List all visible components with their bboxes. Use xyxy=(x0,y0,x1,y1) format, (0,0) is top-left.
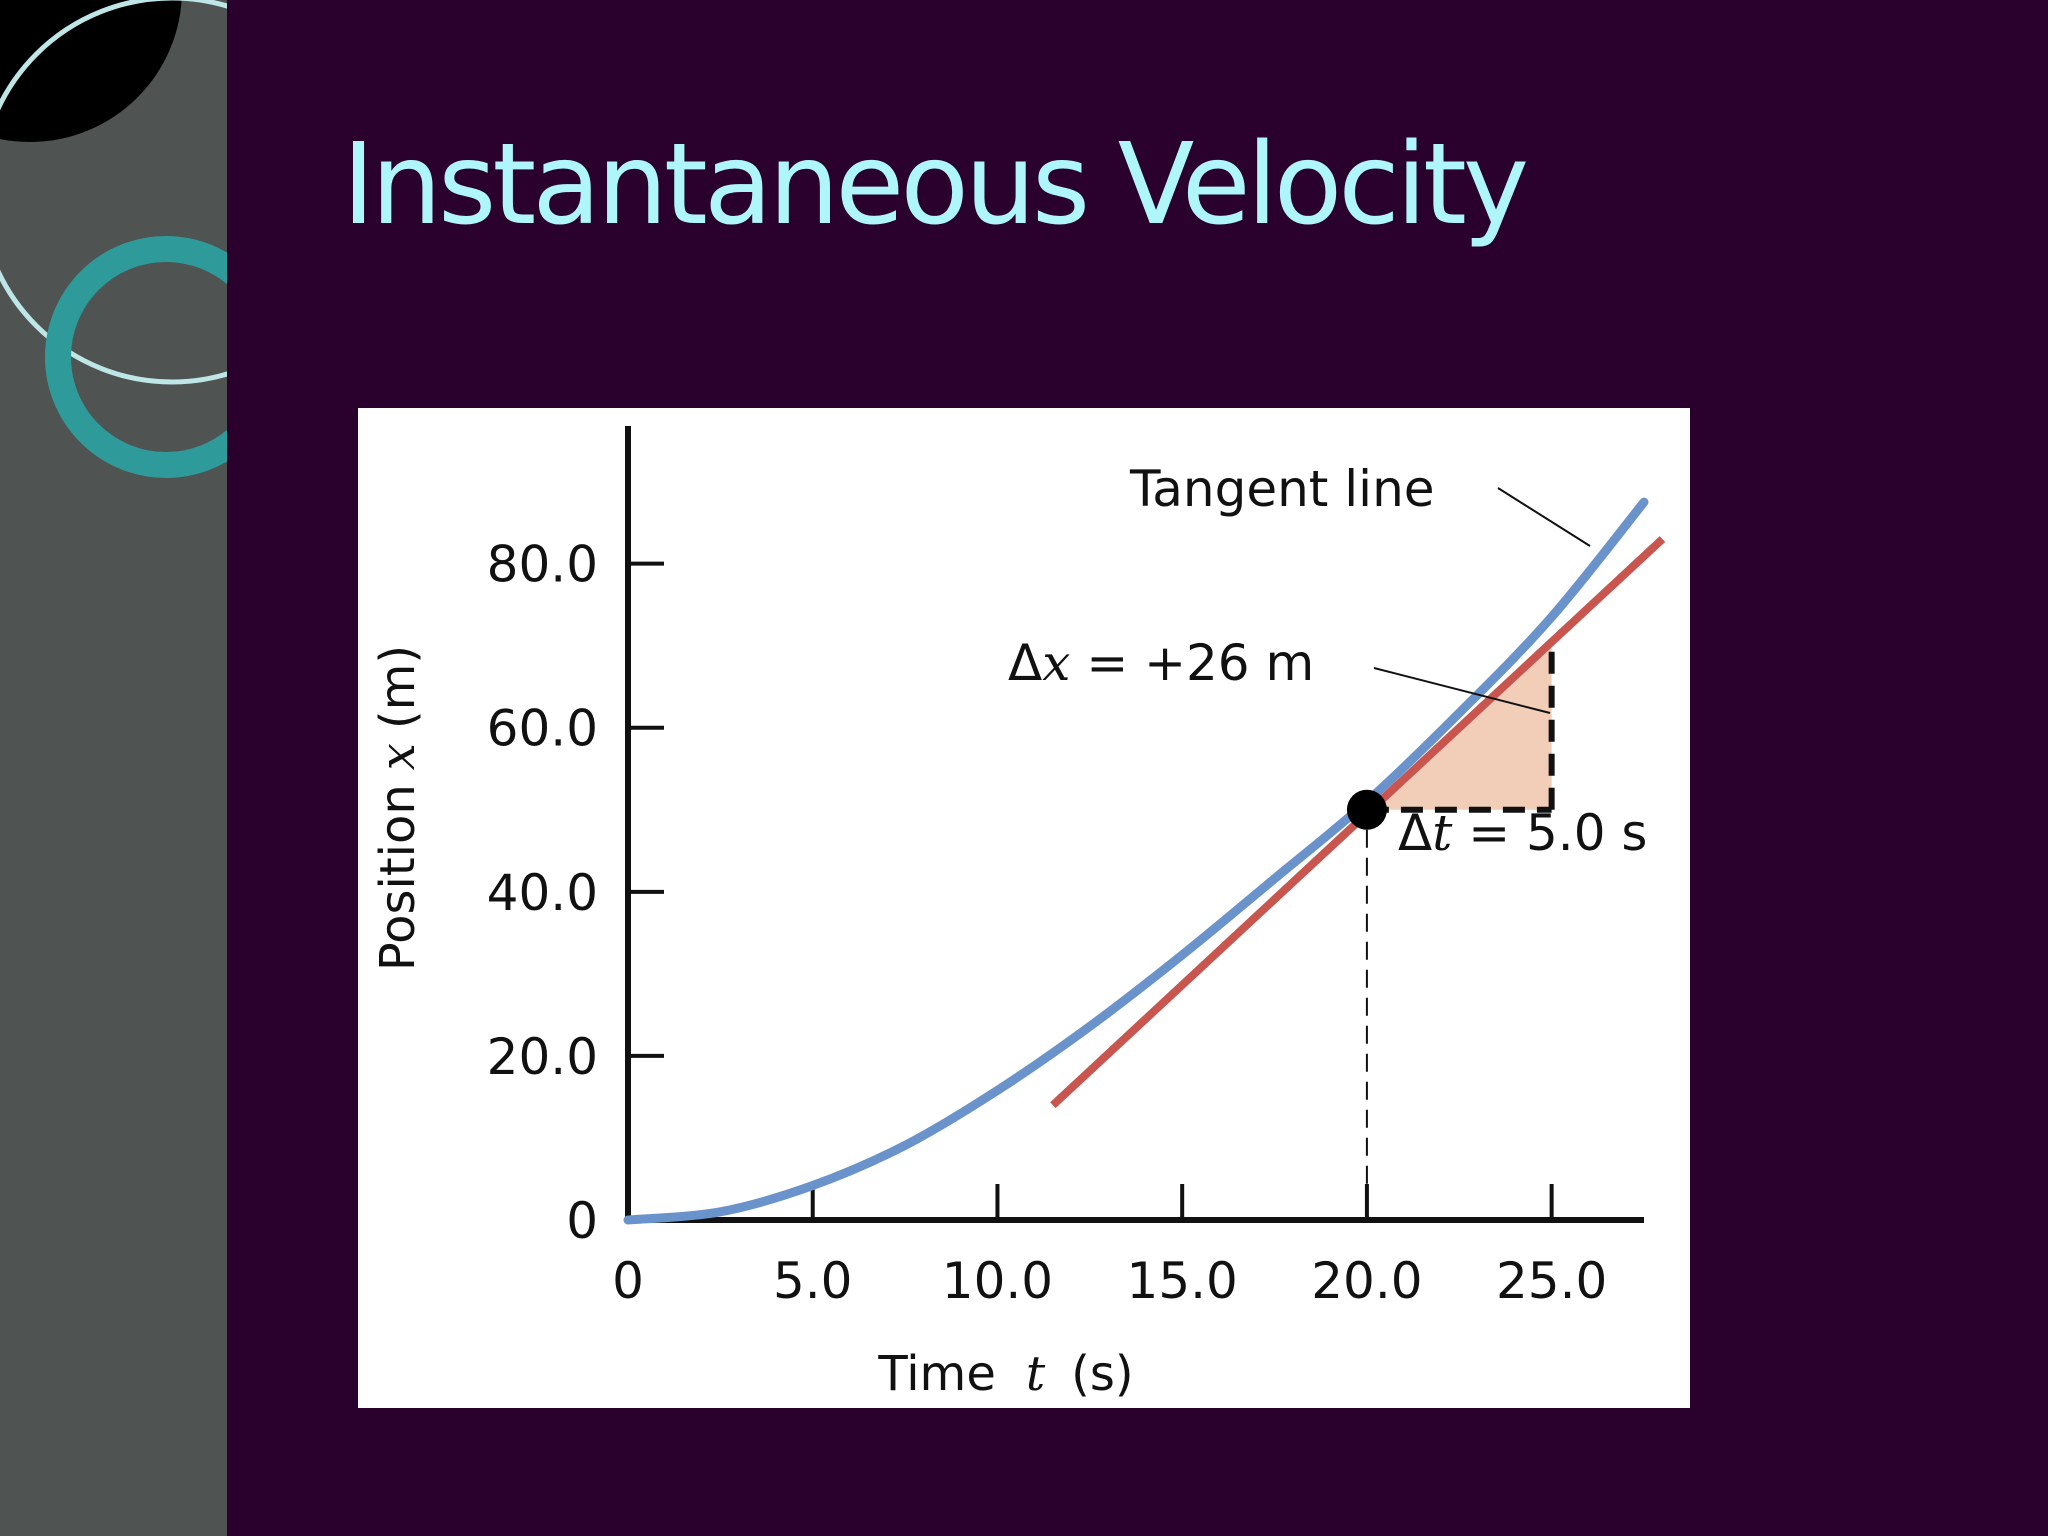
tangent-label-leader xyxy=(1497,487,1591,547)
x-axis-title-prefix: Time xyxy=(877,1346,995,1402)
light-ring-shape xyxy=(0,0,227,385)
delta-t-label: Δt = 5.0 s xyxy=(1398,804,1647,862)
position-time-chart: 0 5.0 10.0 15.0 20.0 25.0 0 20.0 40.0 60.0 80.0 T… xyxy=(370,426,1666,1402)
y-tick-label: 60.0 xyxy=(487,700,598,758)
decorative-rings xyxy=(0,0,227,478)
x-tick-label: 15.0 xyxy=(1127,1252,1238,1310)
x-axis-ticks: 0 5.0 10.0 15.0 20.0 25.0 xyxy=(612,1184,1607,1310)
y-axis-title-var: x xyxy=(370,743,426,770)
delta-t-value: = 5.0 s xyxy=(1452,804,1647,862)
dark-circle-shape xyxy=(0,0,182,142)
slide-title: Instantaneous Velocity xyxy=(342,120,1529,250)
y-axis-title: Position x (m) xyxy=(370,645,426,971)
x-axis-title-var: t xyxy=(1026,1346,1046,1402)
delta-t-symbol: Δ xyxy=(1398,804,1432,862)
sidebar-decoration xyxy=(0,0,227,1536)
tangent-line-label: Tangent line xyxy=(1129,460,1435,518)
y-tick-label: 0 xyxy=(566,1192,598,1250)
x-tick-label: 0 xyxy=(612,1252,644,1310)
y-tick-label: 40.0 xyxy=(487,864,598,922)
y-axis-ticks: 0 20.0 40.0 60.0 80.0 xyxy=(487,536,664,1250)
delta-x-label-leader xyxy=(1373,667,1551,714)
position-curve xyxy=(623,497,1649,1225)
x-tick-label: 5.0 xyxy=(773,1252,853,1310)
delta-x-label: Δx = +26 m xyxy=(1008,634,1314,692)
tangent-point xyxy=(1346,789,1387,830)
y-tick-label: 80.0 xyxy=(487,536,598,594)
y-axis-title-prefix: Position xyxy=(370,784,426,971)
delta-t-var: t xyxy=(1432,804,1453,862)
delta-x-value: = +26 m xyxy=(1070,634,1314,692)
x-tick-label: 10.0 xyxy=(942,1252,1053,1310)
x-tick-label: 20.0 xyxy=(1311,1252,1422,1310)
delta-x-symbol: Δ xyxy=(1008,634,1042,692)
x-axis-title-unit: (s) xyxy=(1071,1346,1133,1402)
x-axis-title: Time t (s) xyxy=(877,1346,1133,1402)
y-tick-label: 20.0 xyxy=(487,1028,598,1086)
teal-ring-shape xyxy=(45,236,227,478)
chart-panel: 0 5.0 10.0 15.0 20.0 25.0 0 20.0 40.0 60.0 80.0 T… xyxy=(358,408,1690,1408)
y-axis-title-unit: (m) xyxy=(370,645,426,729)
x-tick-label: 25.0 xyxy=(1496,1252,1607,1310)
delta-x-var: x xyxy=(1042,634,1070,692)
